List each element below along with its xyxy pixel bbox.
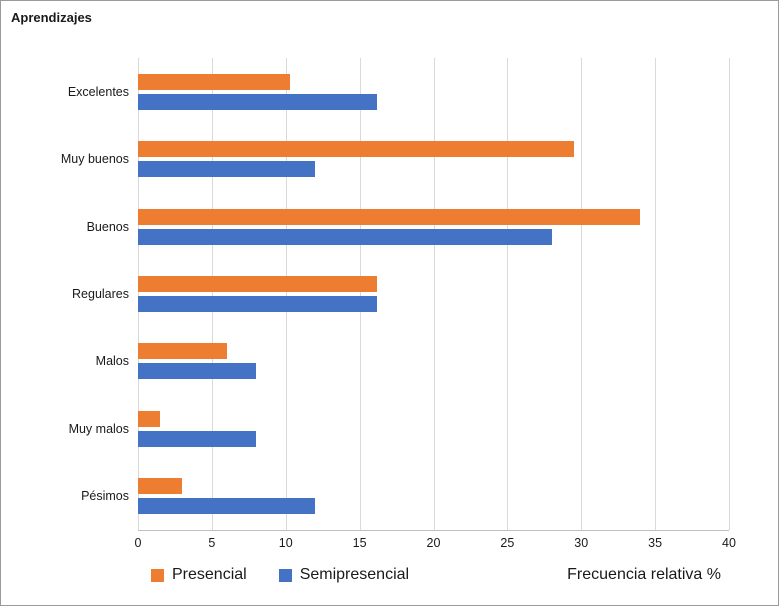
bar-semipresencial — [138, 295, 378, 312]
gridline — [138, 58, 139, 530]
x-tick-label: 15 — [352, 536, 367, 550]
legend-item-semipresencial: Semipresencial — [278, 566, 410, 584]
legend: Presencial Semipresencial Frecuencia rel… — [151, 566, 721, 584]
bar-presencial — [138, 478, 183, 495]
chart-row: Excelentes — [68, 58, 729, 125]
gridline — [581, 58, 583, 530]
chart-row: Malos — [96, 328, 729, 395]
chart-row: Buenos — [87, 193, 729, 260]
bar-presencial — [138, 208, 641, 225]
bar-pair — [138, 73, 729, 110]
gridline — [211, 58, 213, 530]
chart-row: Pésimos — [81, 463, 729, 530]
plot-area: Excelentes Muy buenos Buenos Regulares Malos… — [61, 58, 730, 531]
bar-presencial — [138, 141, 574, 158]
x-tick-label: 40 — [722, 536, 736, 550]
x-tick-label: 10 — [278, 536, 293, 550]
gridline — [359, 58, 361, 530]
legend-label-presencial: Presencial — [172, 566, 247, 583]
category-label: Excelentes — [67, 84, 129, 99]
x-axis: 0 5 10 15 20 25 30 35 40 — [134, 531, 736, 553]
bar-pair — [138, 478, 729, 515]
semipresencial-swatch — [278, 568, 292, 582]
bar-pair — [138, 410, 729, 447]
x-tick-label: 25 — [500, 536, 515, 550]
category-label: Malos — [95, 354, 129, 369]
bar-pair — [138, 275, 729, 312]
bar-pair — [138, 208, 729, 245]
gridlines — [138, 58, 730, 530]
x-tick-label: 20 — [426, 536, 441, 550]
bar-pair — [138, 343, 729, 380]
gridline — [729, 58, 730, 530]
category-label: Muy buenos — [60, 152, 129, 167]
bar-semipresencial — [138, 93, 378, 110]
chart-rows: Excelentes Muy buenos Buenos Regulares Malos… — [61, 58, 729, 530]
bar-pair — [138, 141, 729, 178]
category-label: Regulares — [72, 286, 129, 301]
bar-presencial — [138, 73, 291, 90]
chart-title: Aprendizajes — [11, 10, 92, 25]
presencial-swatch — [151, 568, 164, 582]
bar-semipresencial — [138, 228, 552, 245]
category-label: Muy malos — [68, 421, 129, 436]
x-axis-title: Frecuencia relativa % — [567, 566, 721, 583]
gridline — [433, 58, 435, 530]
chart-row: Muy malos — [69, 395, 729, 462]
x-tick-label: 30 — [574, 536, 589, 550]
bar-semipresencial — [138, 161, 316, 178]
x-tick-label: 35 — [648, 536, 663, 550]
chart-row: Muy buenos — [61, 125, 729, 192]
bar-semipresencial — [138, 498, 316, 515]
bar-chart: Excelentes Muy buenos Buenos Regulares Malos… — [1, 58, 778, 553]
x-tick-label: 5 — [208, 536, 216, 550]
gridline — [285, 58, 287, 530]
bar-semipresencial — [138, 430, 257, 447]
legend-label-semipresencial: Semipresencial — [299, 566, 410, 583]
bar-presencial — [138, 410, 161, 427]
x-tick-label: 0 — [134, 536, 142, 550]
bar-presencial — [138, 275, 378, 292]
chart-row: Regulares — [72, 260, 729, 327]
gridline — [655, 58, 657, 530]
bar-presencial — [138, 343, 227, 360]
category-label: Buenos — [86, 219, 129, 234]
category-label: Pésimos — [81, 489, 129, 504]
gridline — [507, 58, 509, 530]
bar-semipresencial — [138, 363, 257, 380]
legend-item-presencial: Presencial — [151, 566, 247, 584]
